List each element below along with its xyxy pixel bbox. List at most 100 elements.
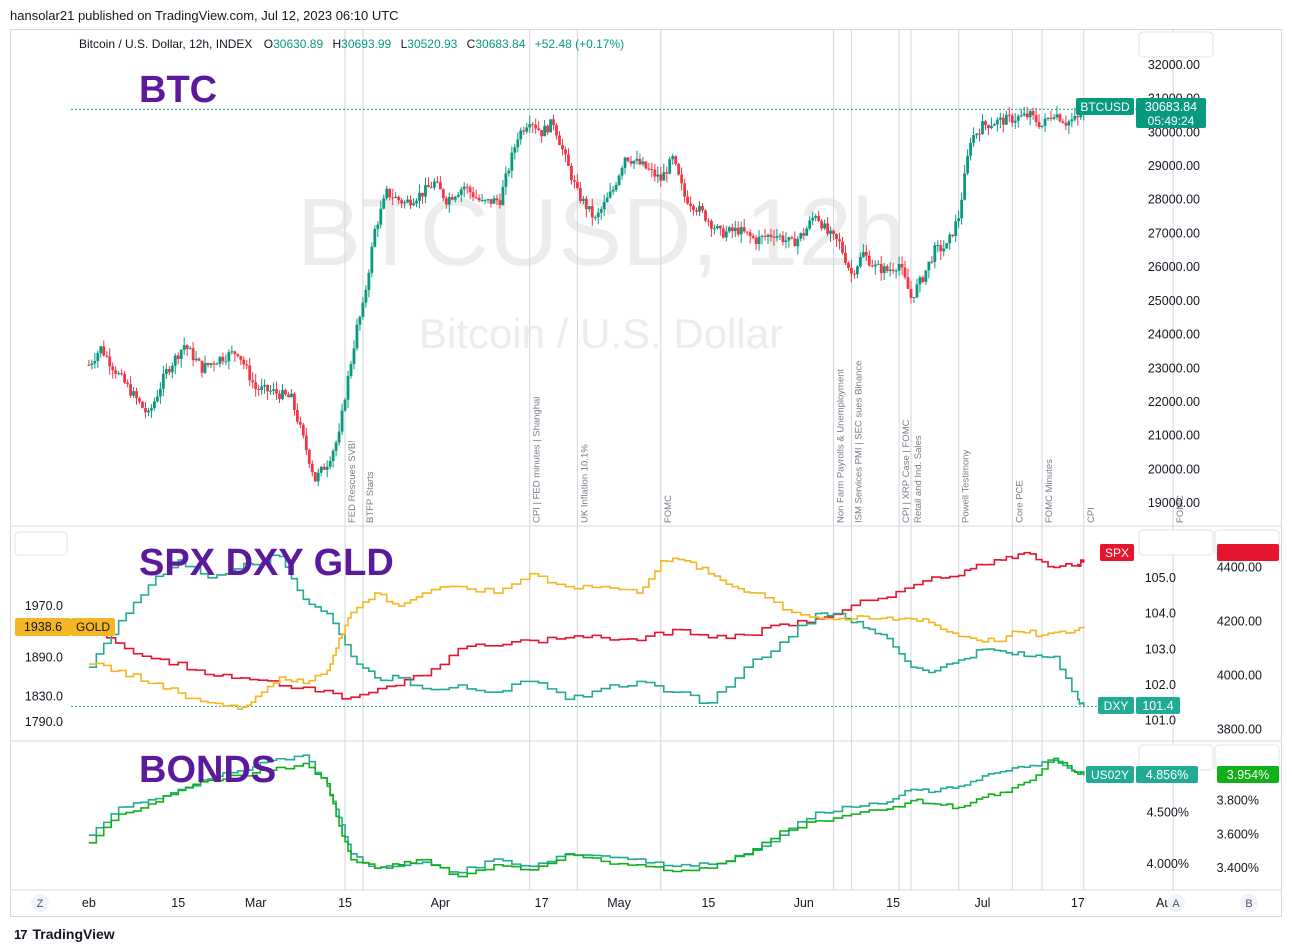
dxy-tag: DXY 101.4 (1098, 697, 1180, 714)
btc-candle (111, 362, 115, 379)
btc-candle (522, 126, 526, 135)
btc-candle (155, 389, 159, 403)
btc-candle (90, 359, 94, 370)
us10y-tag-value: 3.954% (1227, 768, 1269, 782)
btc-axis-tick: 19000.00 (1148, 496, 1200, 510)
btc-candle (1040, 125, 1044, 129)
event-label: Powell Testimony (961, 450, 972, 523)
btc-candle (698, 201, 701, 217)
btc-candle (1007, 106, 1011, 123)
btc-candle (867, 250, 871, 267)
footer[interactable]: 17 TradingView (14, 926, 115, 942)
btc-candle (787, 236, 791, 248)
btc-candle (519, 127, 523, 145)
btc-candle (578, 182, 582, 204)
btc-candle (430, 181, 433, 189)
btc-candle (438, 176, 442, 190)
btc-candle (254, 373, 258, 397)
btc-candle (334, 440, 338, 457)
btc-candle (936, 240, 940, 253)
btc-candle (668, 156, 672, 175)
btc-candle (307, 448, 311, 469)
btc-candle (173, 353, 177, 375)
us02y-axis-tick: 4.000% (1147, 857, 1189, 871)
btc-candle (933, 241, 937, 269)
btc-candle (763, 228, 767, 241)
btc-candle (650, 162, 654, 178)
btc-candle (114, 366, 118, 379)
macro-scale-button[interactable] (1138, 529, 1214, 556)
time-axis[interactable]: eb15Mar15Apr17May15Jun15Jul17Aug (82, 896, 1178, 910)
btc-candle (617, 174, 621, 187)
btc-candle (489, 199, 493, 208)
btc-candle (209, 362, 213, 369)
zoom-reset-button[interactable] (31, 894, 49, 912)
btc-candle (233, 350, 237, 362)
btc-axis-tick: 28000.00 (1148, 193, 1200, 207)
event-label: CPI (1086, 507, 1097, 523)
btc-candle (739, 221, 743, 243)
btc-candle (444, 195, 448, 209)
btc-candle (891, 263, 895, 275)
btc-candle (686, 190, 689, 205)
btc-candle (248, 357, 252, 387)
tradingview-brand: TradingView (32, 926, 115, 942)
auto-scale-button-b[interactable] (1240, 894, 1258, 912)
btc-candle (918, 275, 922, 293)
us02y-tag: US02Y 4.856% (1086, 766, 1198, 783)
btc-candle (593, 215, 597, 221)
btc-candle (766, 233, 770, 245)
btc-candle (858, 252, 862, 269)
btc-candle (167, 366, 171, 376)
macro-panel-title: SPX DXY GLD (139, 542, 394, 584)
btc-candle (346, 370, 350, 409)
legend-c-label: C (467, 37, 476, 51)
gold-axis-tick: 1890.0 (25, 651, 63, 665)
chart-frame[interactable]: BTCUSD, 12h Bitcoin / U.S. Dollar FED Re… (10, 29, 1282, 917)
btc-candle (864, 244, 868, 261)
btc-candle (105, 351, 109, 358)
chart-canvas[interactable]: BTCUSD, 12h Bitcoin / U.S. Dollar FED Re… (11, 30, 1281, 916)
btc-candle (194, 351, 198, 363)
btc-candle (158, 382, 162, 404)
gold-axis-tick: 1970.0 (25, 599, 63, 613)
btc-candle (495, 194, 499, 206)
btc-candle (924, 270, 928, 285)
btc-candle (599, 206, 603, 220)
btc-candle (909, 280, 913, 304)
btc-candle (337, 423, 341, 446)
btc-candle (1067, 119, 1071, 134)
btc-candle (915, 278, 919, 299)
btc-candle (990, 117, 993, 130)
btc-candle (352, 340, 356, 370)
auto-scale-button-a[interactable] (1167, 894, 1185, 912)
btc-candle (754, 235, 758, 250)
us02y-tag-value: 4.856% (1146, 768, 1188, 782)
btc-candle (1019, 108, 1023, 118)
btc-candle (441, 188, 445, 202)
btc-candle (102, 340, 106, 357)
btc-candle (456, 192, 460, 198)
btc-axis-tick: 22000.00 (1148, 395, 1200, 409)
btc-candle (349, 360, 353, 379)
btc-candle (513, 143, 517, 160)
btc-candle (942, 240, 946, 257)
macro-left-button[interactable] (14, 531, 68, 556)
btc-candle (427, 177, 430, 188)
btc-candle (1037, 114, 1041, 130)
btc-candle (424, 177, 427, 204)
btc-candle (507, 167, 511, 177)
btc-candle (1049, 110, 1053, 122)
btc-panel-title: BTC (139, 69, 217, 111)
btc-candle (993, 122, 996, 126)
btc-candle (704, 209, 707, 223)
btc-candle (471, 186, 475, 202)
btc-scale-button[interactable] (1138, 31, 1214, 58)
macro-lines (88, 551, 1085, 710)
btc-candle (486, 198, 490, 204)
btc-candle (736, 221, 740, 237)
btc-candle (516, 132, 520, 153)
btc-candle (581, 195, 585, 205)
btc-candle (760, 234, 764, 245)
event-label: Non Farm Payrolls & Unemployment (836, 368, 847, 523)
